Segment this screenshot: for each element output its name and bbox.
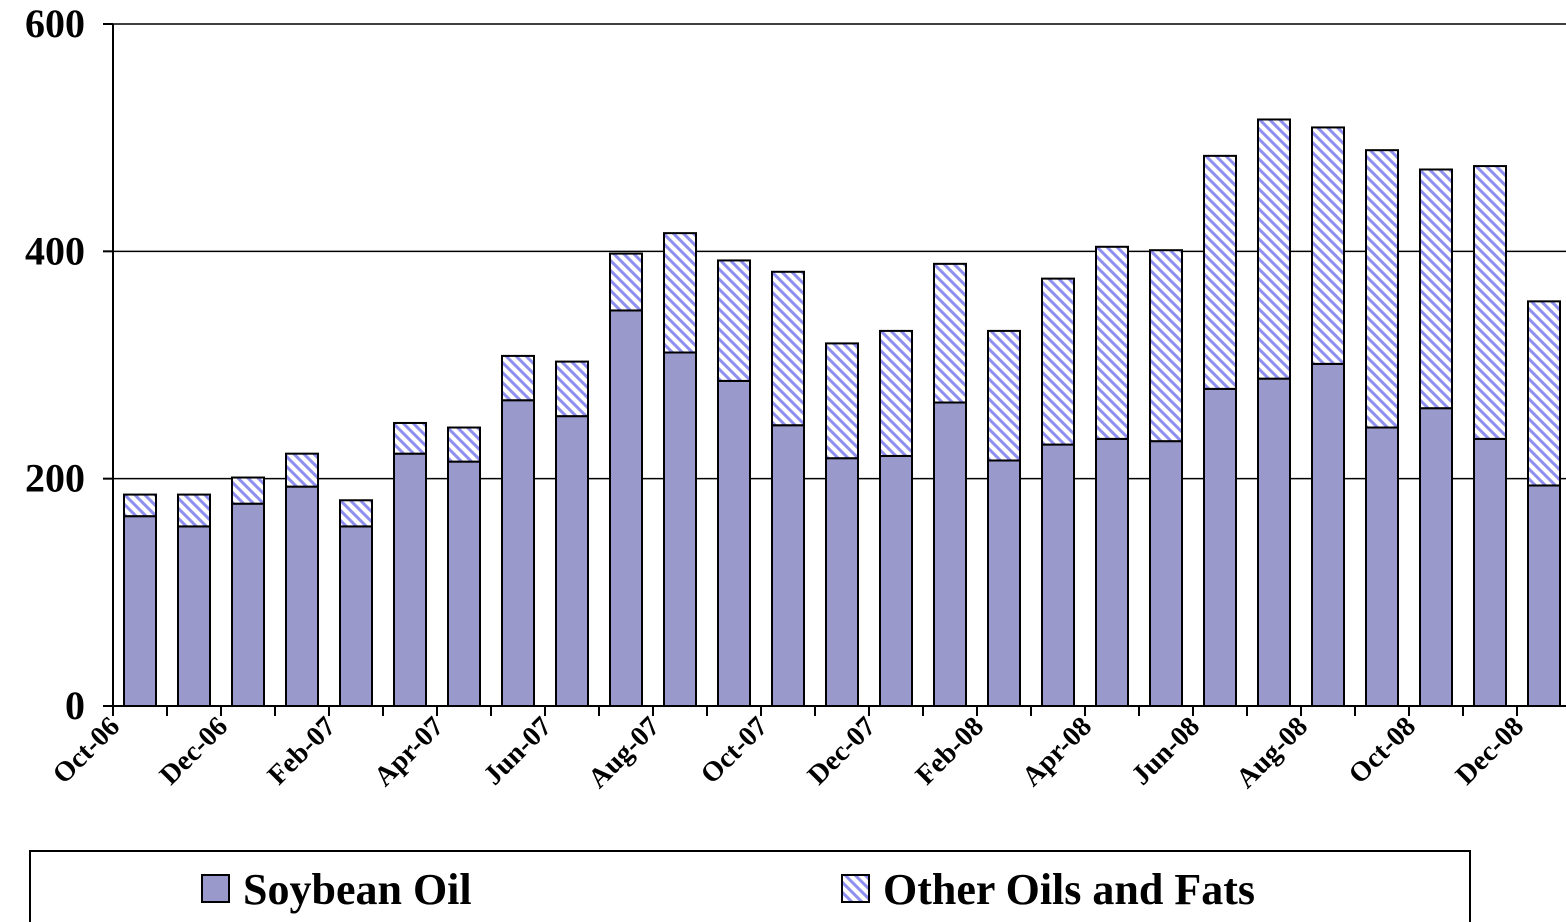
bar bbox=[339, 525, 373, 708]
y-tick-label: 200 bbox=[25, 456, 85, 501]
bar bbox=[1527, 484, 1561, 707]
bar bbox=[933, 401, 967, 707]
bar bbox=[1149, 249, 1183, 443]
bar bbox=[879, 329, 913, 457]
bar bbox=[1311, 126, 1345, 365]
bar bbox=[1257, 118, 1291, 380]
bar bbox=[231, 476, 265, 505]
bar bbox=[1041, 443, 1075, 707]
bar bbox=[285, 452, 319, 488]
bar bbox=[1365, 149, 1399, 429]
legend-label: Soybean Oil bbox=[243, 865, 472, 914]
x-tick-label: Oct-07 bbox=[695, 711, 774, 790]
bar bbox=[987, 459, 1021, 708]
bar bbox=[555, 360, 589, 418]
bar bbox=[1527, 300, 1561, 487]
bar bbox=[663, 351, 697, 707]
x-tick-label: Aug-08 bbox=[1230, 711, 1314, 795]
bar bbox=[717, 259, 751, 382]
x-tick-label: Feb-07 bbox=[262, 711, 342, 791]
bar bbox=[393, 421, 427, 455]
legend-swatch bbox=[841, 874, 870, 903]
bar bbox=[771, 270, 805, 427]
bar bbox=[555, 415, 589, 707]
bar bbox=[717, 379, 751, 707]
bar bbox=[1203, 154, 1237, 390]
bar bbox=[285, 485, 319, 707]
bar bbox=[987, 329, 1021, 462]
bar bbox=[1257, 377, 1291, 707]
legend-swatch bbox=[201, 874, 230, 903]
bar bbox=[663, 232, 697, 354]
bar bbox=[771, 424, 805, 707]
bar bbox=[501, 399, 535, 707]
bar bbox=[447, 460, 481, 707]
x-tick-label: Apr-08 bbox=[1016, 711, 1098, 793]
x-tick-label: Oct-06 bbox=[47, 711, 126, 790]
bar bbox=[609, 252, 643, 312]
x-tick-label: Oct-08 bbox=[1343, 711, 1422, 790]
bar bbox=[609, 309, 643, 707]
x-tick-label: Dec-07 bbox=[802, 711, 882, 791]
bar bbox=[447, 426, 481, 463]
bar bbox=[1095, 437, 1129, 707]
bar bbox=[1095, 245, 1129, 440]
bar bbox=[339, 499, 373, 528]
bar bbox=[1149, 440, 1183, 707]
bar bbox=[393, 452, 427, 707]
legend-box bbox=[29, 850, 1471, 922]
x-tick-label: Jun-08 bbox=[1126, 711, 1206, 791]
bar bbox=[825, 457, 859, 707]
bar bbox=[879, 454, 913, 707]
y-tick-label: 600 bbox=[25, 1, 85, 46]
bar bbox=[1041, 277, 1075, 446]
bar bbox=[1473, 165, 1507, 440]
y-tick-label: 0 bbox=[65, 683, 85, 728]
bar bbox=[231, 502, 265, 707]
bar bbox=[1311, 362, 1345, 707]
x-tick-label: Feb-08 bbox=[910, 711, 990, 791]
x-tick-label: Dec-06 bbox=[154, 711, 234, 791]
bar bbox=[177, 525, 211, 708]
bar bbox=[501, 354, 535, 402]
bar bbox=[1203, 387, 1237, 707]
bar bbox=[1365, 426, 1399, 707]
x-tick-label: Aug-07 bbox=[582, 711, 666, 795]
bar bbox=[123, 493, 157, 518]
x-tick-label: Apr-07 bbox=[368, 711, 450, 793]
bar bbox=[825, 342, 859, 460]
y-tick-label: 400 bbox=[25, 228, 85, 273]
bar bbox=[123, 515, 157, 708]
legend-label: Other Oils and Fats bbox=[883, 865, 1255, 914]
bar bbox=[933, 262, 967, 404]
bar bbox=[1419, 168, 1453, 410]
bar bbox=[1473, 437, 1507, 707]
bar bbox=[177, 493, 211, 528]
x-tick-label: Jun-07 bbox=[478, 711, 558, 791]
bar bbox=[1419, 407, 1453, 707]
x-tick-label: Dec-08 bbox=[1450, 711, 1530, 791]
